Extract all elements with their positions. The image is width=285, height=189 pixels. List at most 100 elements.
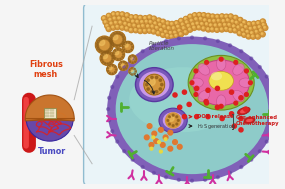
Circle shape — [130, 69, 133, 72]
Circle shape — [209, 24, 211, 26]
Ellipse shape — [246, 119, 253, 122]
Circle shape — [107, 70, 109, 72]
Circle shape — [127, 22, 132, 28]
Circle shape — [178, 18, 184, 24]
Circle shape — [118, 20, 123, 25]
Circle shape — [189, 15, 190, 17]
Circle shape — [155, 76, 158, 79]
Circle shape — [142, 28, 148, 33]
Circle shape — [115, 50, 116, 52]
Circle shape — [219, 27, 225, 32]
Circle shape — [129, 59, 130, 60]
Circle shape — [152, 171, 155, 174]
Circle shape — [258, 28, 264, 33]
Circle shape — [261, 33, 263, 34]
Ellipse shape — [139, 71, 169, 98]
Circle shape — [172, 30, 178, 35]
Ellipse shape — [239, 78, 252, 88]
Circle shape — [156, 18, 162, 23]
Circle shape — [195, 21, 200, 26]
Circle shape — [258, 26, 260, 27]
Circle shape — [191, 22, 196, 27]
Circle shape — [132, 46, 133, 48]
Circle shape — [124, 44, 125, 45]
Circle shape — [148, 19, 153, 25]
Circle shape — [228, 14, 233, 19]
Circle shape — [237, 30, 242, 36]
Circle shape — [107, 27, 109, 29]
Circle shape — [107, 67, 109, 69]
Circle shape — [106, 26, 111, 32]
Circle shape — [205, 60, 208, 64]
Circle shape — [204, 22, 209, 27]
Circle shape — [151, 76, 153, 79]
Circle shape — [106, 38, 109, 40]
Circle shape — [249, 81, 252, 85]
Circle shape — [159, 88, 162, 90]
Circle shape — [203, 19, 205, 20]
Circle shape — [229, 28, 231, 30]
Circle shape — [262, 25, 268, 30]
Circle shape — [219, 14, 225, 19]
Circle shape — [126, 42, 127, 43]
Circle shape — [246, 30, 248, 32]
Circle shape — [120, 49, 121, 51]
Circle shape — [107, 14, 109, 16]
Circle shape — [245, 26, 246, 27]
Circle shape — [113, 20, 119, 25]
Circle shape — [188, 14, 193, 19]
Circle shape — [195, 86, 199, 91]
Circle shape — [134, 56, 136, 57]
Circle shape — [252, 22, 254, 24]
Circle shape — [108, 97, 111, 99]
Circle shape — [177, 144, 182, 149]
Circle shape — [206, 88, 210, 92]
Circle shape — [141, 166, 144, 168]
Circle shape — [215, 86, 219, 91]
Circle shape — [122, 41, 134, 53]
Circle shape — [192, 23, 194, 25]
Circle shape — [123, 69, 125, 70]
Circle shape — [251, 21, 256, 26]
Circle shape — [114, 66, 116, 68]
Circle shape — [104, 63, 106, 64]
Circle shape — [248, 26, 253, 31]
Polygon shape — [25, 95, 74, 121]
Circle shape — [141, 50, 144, 53]
Circle shape — [134, 73, 135, 74]
Circle shape — [110, 46, 112, 49]
Circle shape — [178, 105, 182, 109]
Circle shape — [208, 20, 210, 21]
Circle shape — [121, 26, 122, 28]
Circle shape — [219, 104, 223, 108]
Circle shape — [119, 33, 121, 34]
Circle shape — [247, 22, 252, 27]
Circle shape — [130, 16, 132, 18]
Circle shape — [108, 119, 111, 122]
Circle shape — [214, 27, 220, 32]
Circle shape — [133, 28, 139, 33]
Circle shape — [129, 42, 130, 43]
Circle shape — [106, 50, 109, 52]
Circle shape — [144, 17, 145, 19]
Circle shape — [121, 68, 122, 70]
Circle shape — [132, 55, 133, 57]
Circle shape — [257, 25, 262, 30]
Circle shape — [152, 17, 154, 19]
Text: DOX release: DOX release — [197, 114, 233, 119]
Circle shape — [104, 37, 106, 39]
Circle shape — [193, 26, 194, 28]
Circle shape — [207, 28, 209, 29]
Circle shape — [274, 108, 277, 111]
Circle shape — [107, 63, 109, 64]
Circle shape — [150, 147, 153, 150]
Circle shape — [189, 18, 194, 23]
Circle shape — [229, 90, 234, 94]
Circle shape — [258, 150, 261, 153]
Circle shape — [170, 22, 172, 24]
Circle shape — [132, 23, 137, 28]
Circle shape — [133, 15, 139, 20]
Circle shape — [186, 23, 191, 29]
Circle shape — [102, 61, 104, 63]
Circle shape — [131, 49, 132, 50]
